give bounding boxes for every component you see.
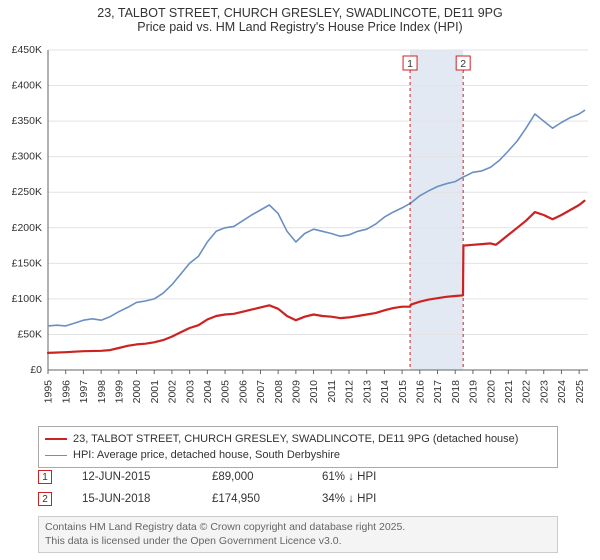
legend-label: HPI: Average price, detached house, Sout… xyxy=(73,449,340,461)
x-tick-label: 2019 xyxy=(468,380,480,404)
x-tick-label: 2014 xyxy=(379,380,391,404)
annotation-row: 1 12-JUN-2015 £89,000 61% ↓ HPI xyxy=(38,466,558,488)
x-tick-label: 2021 xyxy=(503,380,515,404)
x-tick-label: 2005 xyxy=(220,380,232,404)
x-tick-label: 1999 xyxy=(113,380,125,404)
legend-label: 23, TALBOT STREET, CHURCH GRESLEY, SWADL… xyxy=(73,433,518,445)
line-chart-svg: £0 £50K £100K £150K £200K £250K £300K £350K £400… xyxy=(4,44,596,420)
legend-swatch xyxy=(45,455,67,456)
x-tick-label: 2011 xyxy=(326,380,338,403)
marker-num-1: 1 xyxy=(407,58,413,70)
annotation-price: £174,950 xyxy=(212,493,292,505)
annotation-date: 15-JUN-2018 xyxy=(82,493,182,505)
x-tick-label: 2016 xyxy=(414,380,426,404)
annotation-date: 12-JUN-2015 xyxy=(82,471,182,483)
x-tick-label: 1998 xyxy=(96,380,108,404)
x-tick-label: 2023 xyxy=(538,380,550,404)
x-tick-label: 2004 xyxy=(202,380,214,404)
chart-title: 23, TALBOT STREET, CHURCH GRESLEY, SWADL… xyxy=(0,0,600,36)
y-tick-label: £450K xyxy=(12,44,42,56)
y-tick-label: £300K xyxy=(12,151,42,163)
y-tick-label: £350K xyxy=(12,115,42,127)
y-tick-label: £200K xyxy=(12,222,42,234)
x-tick-label: 2000 xyxy=(131,380,143,404)
y-tick-label: £0 xyxy=(30,364,42,376)
legend-swatch xyxy=(45,438,67,440)
x-tick-label: 2025 xyxy=(574,380,586,404)
y-tick-label: £150K xyxy=(12,257,42,269)
x-tick-label: 2020 xyxy=(485,380,497,404)
legend-row: HPI: Average price, detached house, Sout… xyxy=(45,447,551,463)
annotation-marker: 1 xyxy=(38,470,52,484)
marker-num-2: 2 xyxy=(460,58,466,70)
x-tick-label: 2022 xyxy=(521,380,533,404)
y-tick-label: £50K xyxy=(17,328,42,340)
y-tick-label: £100K xyxy=(12,293,42,305)
x-tick-label: 2024 xyxy=(556,380,568,404)
credit-box: Contains HM Land Registry data © Crown c… xyxy=(38,516,558,553)
chart-area: £0 £50K £100K £150K £200K £250K £300K £350K £400… xyxy=(4,44,596,420)
x-tick-label: 2006 xyxy=(237,380,249,404)
x-tick-label: 2001 xyxy=(149,380,161,404)
series-hpi xyxy=(48,110,585,326)
title-line-1: 23, TALBOT STREET, CHURCH GRESLEY, SWADL… xyxy=(10,6,590,20)
x-tick-label: 2008 xyxy=(273,380,285,404)
sale-period-band xyxy=(410,50,463,370)
x-tick-label: 2015 xyxy=(397,380,409,404)
x-tick-label: 1997 xyxy=(78,380,90,404)
annotation-table: 1 12-JUN-2015 £89,000 61% ↓ HPI 2 15-JUN-2018… xyxy=(38,466,558,510)
x-tick-label: 2009 xyxy=(291,380,303,404)
series-price_paid xyxy=(48,201,585,353)
x-tick-label: 1995 xyxy=(43,380,55,404)
credit-line-1: Contains HM Land Registry data © Crown c… xyxy=(45,521,551,535)
legend-row: 23, TALBOT STREET, CHURCH GRESLEY, SWADL… xyxy=(45,431,551,447)
annotation-delta: 34% ↓ HPI xyxy=(322,493,376,505)
y-tick-label: £250K xyxy=(12,186,42,198)
x-tick-label: 2010 xyxy=(308,380,320,404)
annotation-marker: 2 xyxy=(38,492,52,506)
title-line-2: Price paid vs. HM Land Registry's House … xyxy=(10,20,590,34)
legend: 23, TALBOT STREET, CHURCH GRESLEY, SWADL… xyxy=(38,426,558,468)
annotation-delta: 61% ↓ HPI xyxy=(322,471,376,483)
y-tick-label: £400K xyxy=(12,80,42,92)
x-tick-label: 1996 xyxy=(60,380,72,404)
x-tick-label: 2007 xyxy=(255,380,267,404)
annotation-price: £89,000 xyxy=(212,471,292,483)
annotation-row: 2 15-JUN-2018 £174,950 34% ↓ HPI xyxy=(38,488,558,510)
x-tick-label: 2002 xyxy=(167,380,179,404)
x-tick-label: 2018 xyxy=(450,380,462,404)
x-tick-label: 2003 xyxy=(184,380,196,404)
x-tick-label: 2017 xyxy=(432,380,444,404)
x-tick-label: 2012 xyxy=(344,380,356,404)
credit-line-2: This data is licensed under the Open Gov… xyxy=(45,535,551,549)
x-tick-label: 2013 xyxy=(361,380,373,404)
